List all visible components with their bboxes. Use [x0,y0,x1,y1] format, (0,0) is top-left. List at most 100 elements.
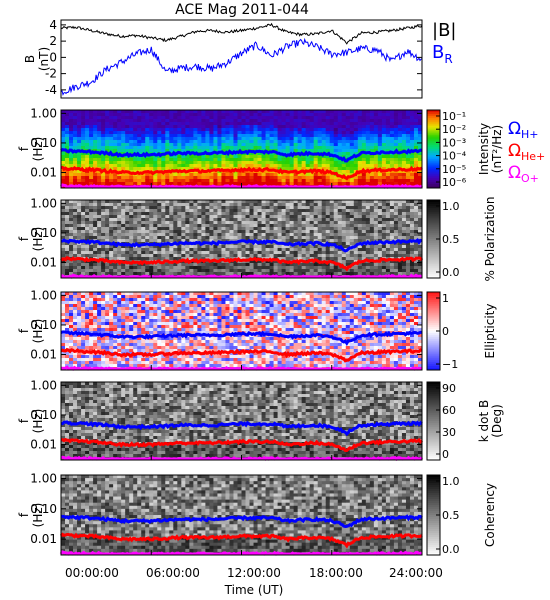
spectrogram-cell [293,236,299,240]
spectrogram-cell [61,221,66,225]
spectrogram-cell [285,203,291,207]
spectrogram-cell [241,245,246,249]
spectrogram-cell [93,158,98,162]
spectrogram-cell [233,206,238,210]
spectrogram-cell [349,236,355,240]
spectrogram-cell [277,203,283,207]
spectrogram-cell [73,358,78,362]
spectrogram-cell [313,113,319,117]
spectrogram-cell [353,149,359,153]
spectrogram-cell [273,221,278,225]
spectrogram-cell [197,173,202,177]
spectrogram-cell [209,149,214,153]
colorbar-cell [427,266,440,269]
spectrogram-cell [93,182,98,186]
spectrogram-cell [233,182,238,186]
spectrogram-cell [285,158,291,162]
spectrogram-cell [105,179,110,183]
spectrogram-cell [293,149,299,153]
spectrogram-cell [89,245,94,249]
spectrogram-cell [153,206,158,210]
spectrogram-cell [121,149,126,153]
spectrogram-cell [237,266,242,270]
spectrogram-cell [177,161,182,165]
spectrogram-cell [305,128,311,132]
spectrogram-cell [393,143,399,147]
spectrogram-cell [233,203,238,207]
spectrogram-cell [113,158,118,162]
spectrogram-cell [385,149,391,153]
spectrogram-cell [185,167,190,171]
spectrogram-cell [341,206,347,210]
spectrogram-cell [77,352,82,356]
spectrogram-cell [377,122,383,126]
spectrogram-cell [297,176,303,180]
spectrogram-cell [273,143,278,147]
spectrogram-cell [189,140,194,144]
spectrogram-cell [301,119,307,123]
spectrogram-cell [301,158,307,162]
spectrogram-cell [89,203,94,207]
spectrogram-cell [93,218,98,222]
spectrogram-cell [329,266,335,270]
spectrogram-cell [233,134,238,138]
spectrogram-cell [149,128,154,132]
spectrogram-cell [133,149,138,153]
spectrogram-cell [201,122,206,126]
spectrogram-cell [113,248,118,252]
spectrogram-cell [229,161,234,165]
spectrogram-cell [133,167,138,171]
spectrogram-cell [177,110,182,114]
spectrogram-cell [345,137,351,141]
spectrogram-cell [117,251,122,255]
spectrogram-cell [101,128,106,132]
spectrogram-cell [361,158,367,162]
spectrogram-cell [177,182,182,186]
spectrogram-cell [305,182,311,186]
spectrogram-cell [313,260,319,264]
spectrogram-cell [197,128,202,132]
spectrogram-cell [309,125,315,129]
spectrogram-cell [313,176,319,180]
spectrogram-cell [213,236,218,240]
spectrogram-cell [333,239,339,243]
spectrogram-cell [109,221,114,225]
spectrogram-cell [61,164,66,168]
spectrogram-cell [365,254,371,258]
spectrogram-cell [141,272,146,276]
spectrogram-cell [317,131,323,135]
spectrogram-cell [81,200,86,204]
spectrogram-cell [177,266,182,270]
spectrogram-cell [117,254,122,258]
spectrogram-cell [273,125,278,129]
spectrogram-cell [69,310,74,314]
spectrogram-cell [405,182,411,186]
spectrogram-cell [333,200,339,204]
spectrogram-cell [317,179,323,183]
spectrogram-cell [161,272,166,276]
spectrogram-cell [117,236,122,240]
spectrogram-cell [85,116,90,120]
spectrogram-cell [213,221,218,225]
spectrogram-cell [225,236,230,240]
spectrogram-cell [149,110,154,114]
spectrogram-cell [381,113,387,117]
spectrogram-cell [377,251,383,255]
spectrogram-cell [253,110,258,114]
spectrogram-cell [321,248,327,252]
spectrogram-cell [93,173,98,177]
colorbar-cell [427,147,440,150]
spectrogram-cell [221,167,226,171]
colorbar-cell [427,164,440,168]
spectrogram-cell [289,221,295,225]
spectrogram-cell [385,251,391,255]
spectrogram-cell [141,230,146,234]
spectrogram-cell [201,113,206,117]
colorbar-cell [427,154,440,158]
spectrogram-cell [121,251,126,255]
spectrogram-cell [205,161,210,165]
spectrogram-cell [101,254,106,258]
gyrofrequency-line-Ω_He+ [60,165,423,181]
spectrogram-cell [417,221,423,225]
spectrogram-cell [393,155,399,159]
